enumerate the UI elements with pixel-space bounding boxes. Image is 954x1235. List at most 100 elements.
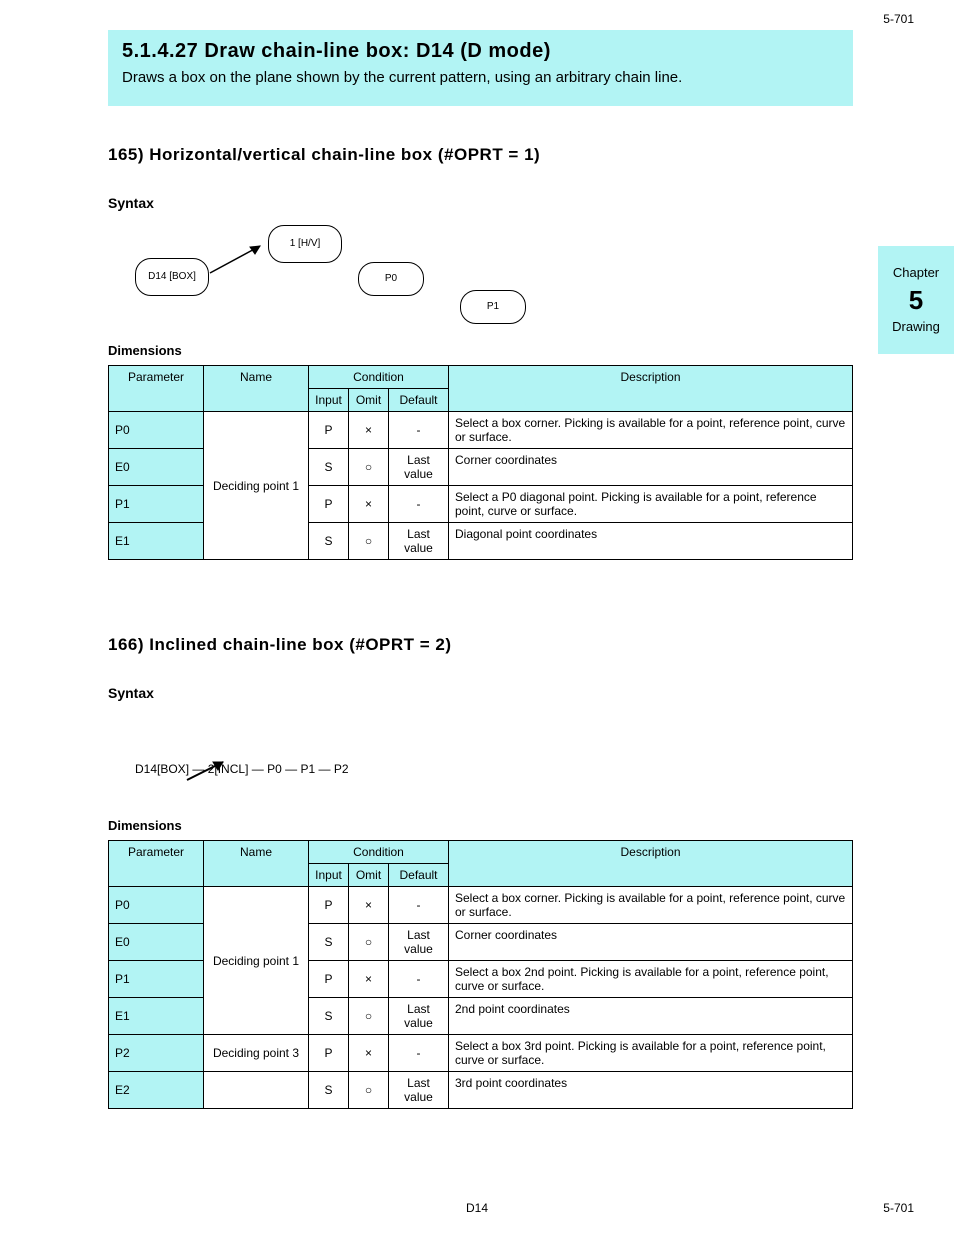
cell: -: [389, 1035, 449, 1072]
page-number-top: 5-701: [883, 12, 914, 26]
cell: [204, 1072, 309, 1109]
cell: ×: [349, 1035, 389, 1072]
cell: S: [309, 449, 349, 486]
cell: P0: [109, 887, 204, 924]
section1-table: Parameter Name Condition Description Inp…: [108, 365, 853, 560]
syntax-node-p1: P1: [460, 290, 526, 324]
section1-syntax-label: Syntax: [108, 195, 154, 211]
cell: ×: [349, 887, 389, 924]
cell: -: [389, 486, 449, 523]
cell: Last value: [389, 449, 449, 486]
cell: -: [389, 412, 449, 449]
t1-h-input: Input: [309, 389, 349, 412]
cell: ×: [349, 412, 389, 449]
cell: Diagonal point coordinates: [449, 523, 853, 560]
cell: Last value: [389, 1072, 449, 1109]
t2-h-omit: Omit: [349, 864, 389, 887]
sep-icon: —: [319, 762, 334, 776]
cell: Last value: [389, 924, 449, 961]
table-row: P2 Deciding point 3 P × - Select a box 3…: [109, 1035, 853, 1072]
cell: P: [309, 961, 349, 998]
cell: P: [309, 1035, 349, 1072]
cell: Deciding point 1: [204, 887, 309, 1035]
syntax-node-d14: D14 [BOX]: [135, 258, 209, 296]
chapter-tab: Chapter 5 Drawing: [878, 246, 954, 354]
cell: Select a box 2nd point. Picking is avail…: [449, 961, 853, 998]
t1-h-param: Parameter: [109, 366, 204, 412]
cell: P1: [109, 961, 204, 998]
section1-heading: 165) Horizontal/vertical chain-line box …: [108, 145, 540, 165]
sep-icon: —: [252, 762, 267, 776]
seq-item: D14[BOX]: [135, 762, 189, 776]
t2-h-param: Parameter: [109, 841, 204, 887]
cell: E0: [109, 449, 204, 486]
seq-item: P1: [300, 762, 315, 776]
cell: Select a box corner. Picking is availabl…: [449, 887, 853, 924]
cell: ○: [349, 449, 389, 486]
chapter-tab-bottom: Drawing: [892, 318, 940, 336]
footer-page-number: 5-701: [883, 1201, 914, 1215]
chapter-tab-label: Chapter: [893, 264, 939, 282]
cell: ○: [349, 924, 389, 961]
t1-h-desc: Description: [449, 366, 853, 412]
cell: S: [309, 523, 349, 560]
section2-heading: 166) Inclined chain-line box (#OPRT = 2): [108, 635, 452, 655]
section2-dim-label: Dimensions: [108, 818, 182, 833]
t2-h-desc: Description: [449, 841, 853, 887]
cell: -: [389, 961, 449, 998]
t1-h-omit: Omit: [349, 389, 389, 412]
cell: ×: [349, 961, 389, 998]
cell: P: [309, 412, 349, 449]
arrow-icon: [185, 756, 235, 786]
cell: Select a box 3rd point. Picking is avail…: [449, 1035, 853, 1072]
section2-syntax-label: Syntax: [108, 685, 154, 701]
cell: Last value: [389, 523, 449, 560]
seq-item: P2: [334, 762, 349, 776]
cell: S: [309, 1072, 349, 1109]
t1-name: Deciding point 1: [204, 412, 309, 560]
syntax2-seq: D14[BOX] — 2[INCL] — P0 — P1 — P2: [135, 762, 349, 776]
t2-h-name: Name: [204, 841, 309, 887]
syntax-node-1hv: 1 [H/V]: [268, 225, 342, 263]
cell: E0: [109, 924, 204, 961]
cell: P1: [109, 486, 204, 523]
cell: S: [309, 924, 349, 961]
arrow-icon: [205, 238, 275, 278]
seq-item: P0: [267, 762, 282, 776]
section2-table: Parameter Name Condition Description Inp…: [108, 840, 853, 1109]
t2-h-default: Default: [389, 864, 449, 887]
cell: E1: [109, 523, 204, 560]
cell: ×: [349, 486, 389, 523]
title-line1: 5.1.4.27 Draw chain-line box: D14 (D mod…: [122, 40, 839, 63]
cell: Select a box corner. Picking is availabl…: [449, 412, 853, 449]
cell: Corner coordinates: [449, 449, 853, 486]
cell: E1: [109, 998, 204, 1035]
t1-h-default: Default: [389, 389, 449, 412]
chapter-tab-number: 5: [909, 282, 923, 318]
table-row: P0 Deciding point 1 P × - Select a box c…: [109, 412, 853, 449]
t1-r0-param: P0: [109, 412, 204, 449]
cell: 3rd point coordinates: [449, 1072, 853, 1109]
cell: P: [309, 887, 349, 924]
sep-icon: —: [285, 762, 300, 776]
table-row: P0 Deciding point 1 P × - Select a box c…: [109, 887, 853, 924]
cell: P: [309, 486, 349, 523]
t2-h-input: Input: [309, 864, 349, 887]
cell: Last value: [389, 998, 449, 1035]
title-line2: Draws a box on the plane shown by the cu…: [122, 69, 839, 86]
cell: E2: [109, 1072, 204, 1109]
cell: ○: [349, 1072, 389, 1109]
cell: ○: [349, 523, 389, 560]
cell: 2nd point coordinates: [449, 998, 853, 1035]
cell: P2: [109, 1035, 204, 1072]
cell: S: [309, 998, 349, 1035]
cell: Select a P0 diagonal point. Picking is a…: [449, 486, 853, 523]
cell: -: [389, 887, 449, 924]
section1-dim-label: Dimensions: [108, 343, 182, 358]
t2-h-cond: Condition: [309, 841, 449, 864]
t1-h-name: Name: [204, 366, 309, 412]
syntax-node-p0: P0: [358, 262, 424, 296]
footer-center: D14: [0, 1201, 954, 1215]
table-row: E2 S ○ Last value 3rd point coordinates: [109, 1072, 853, 1109]
cell: ○: [349, 998, 389, 1035]
